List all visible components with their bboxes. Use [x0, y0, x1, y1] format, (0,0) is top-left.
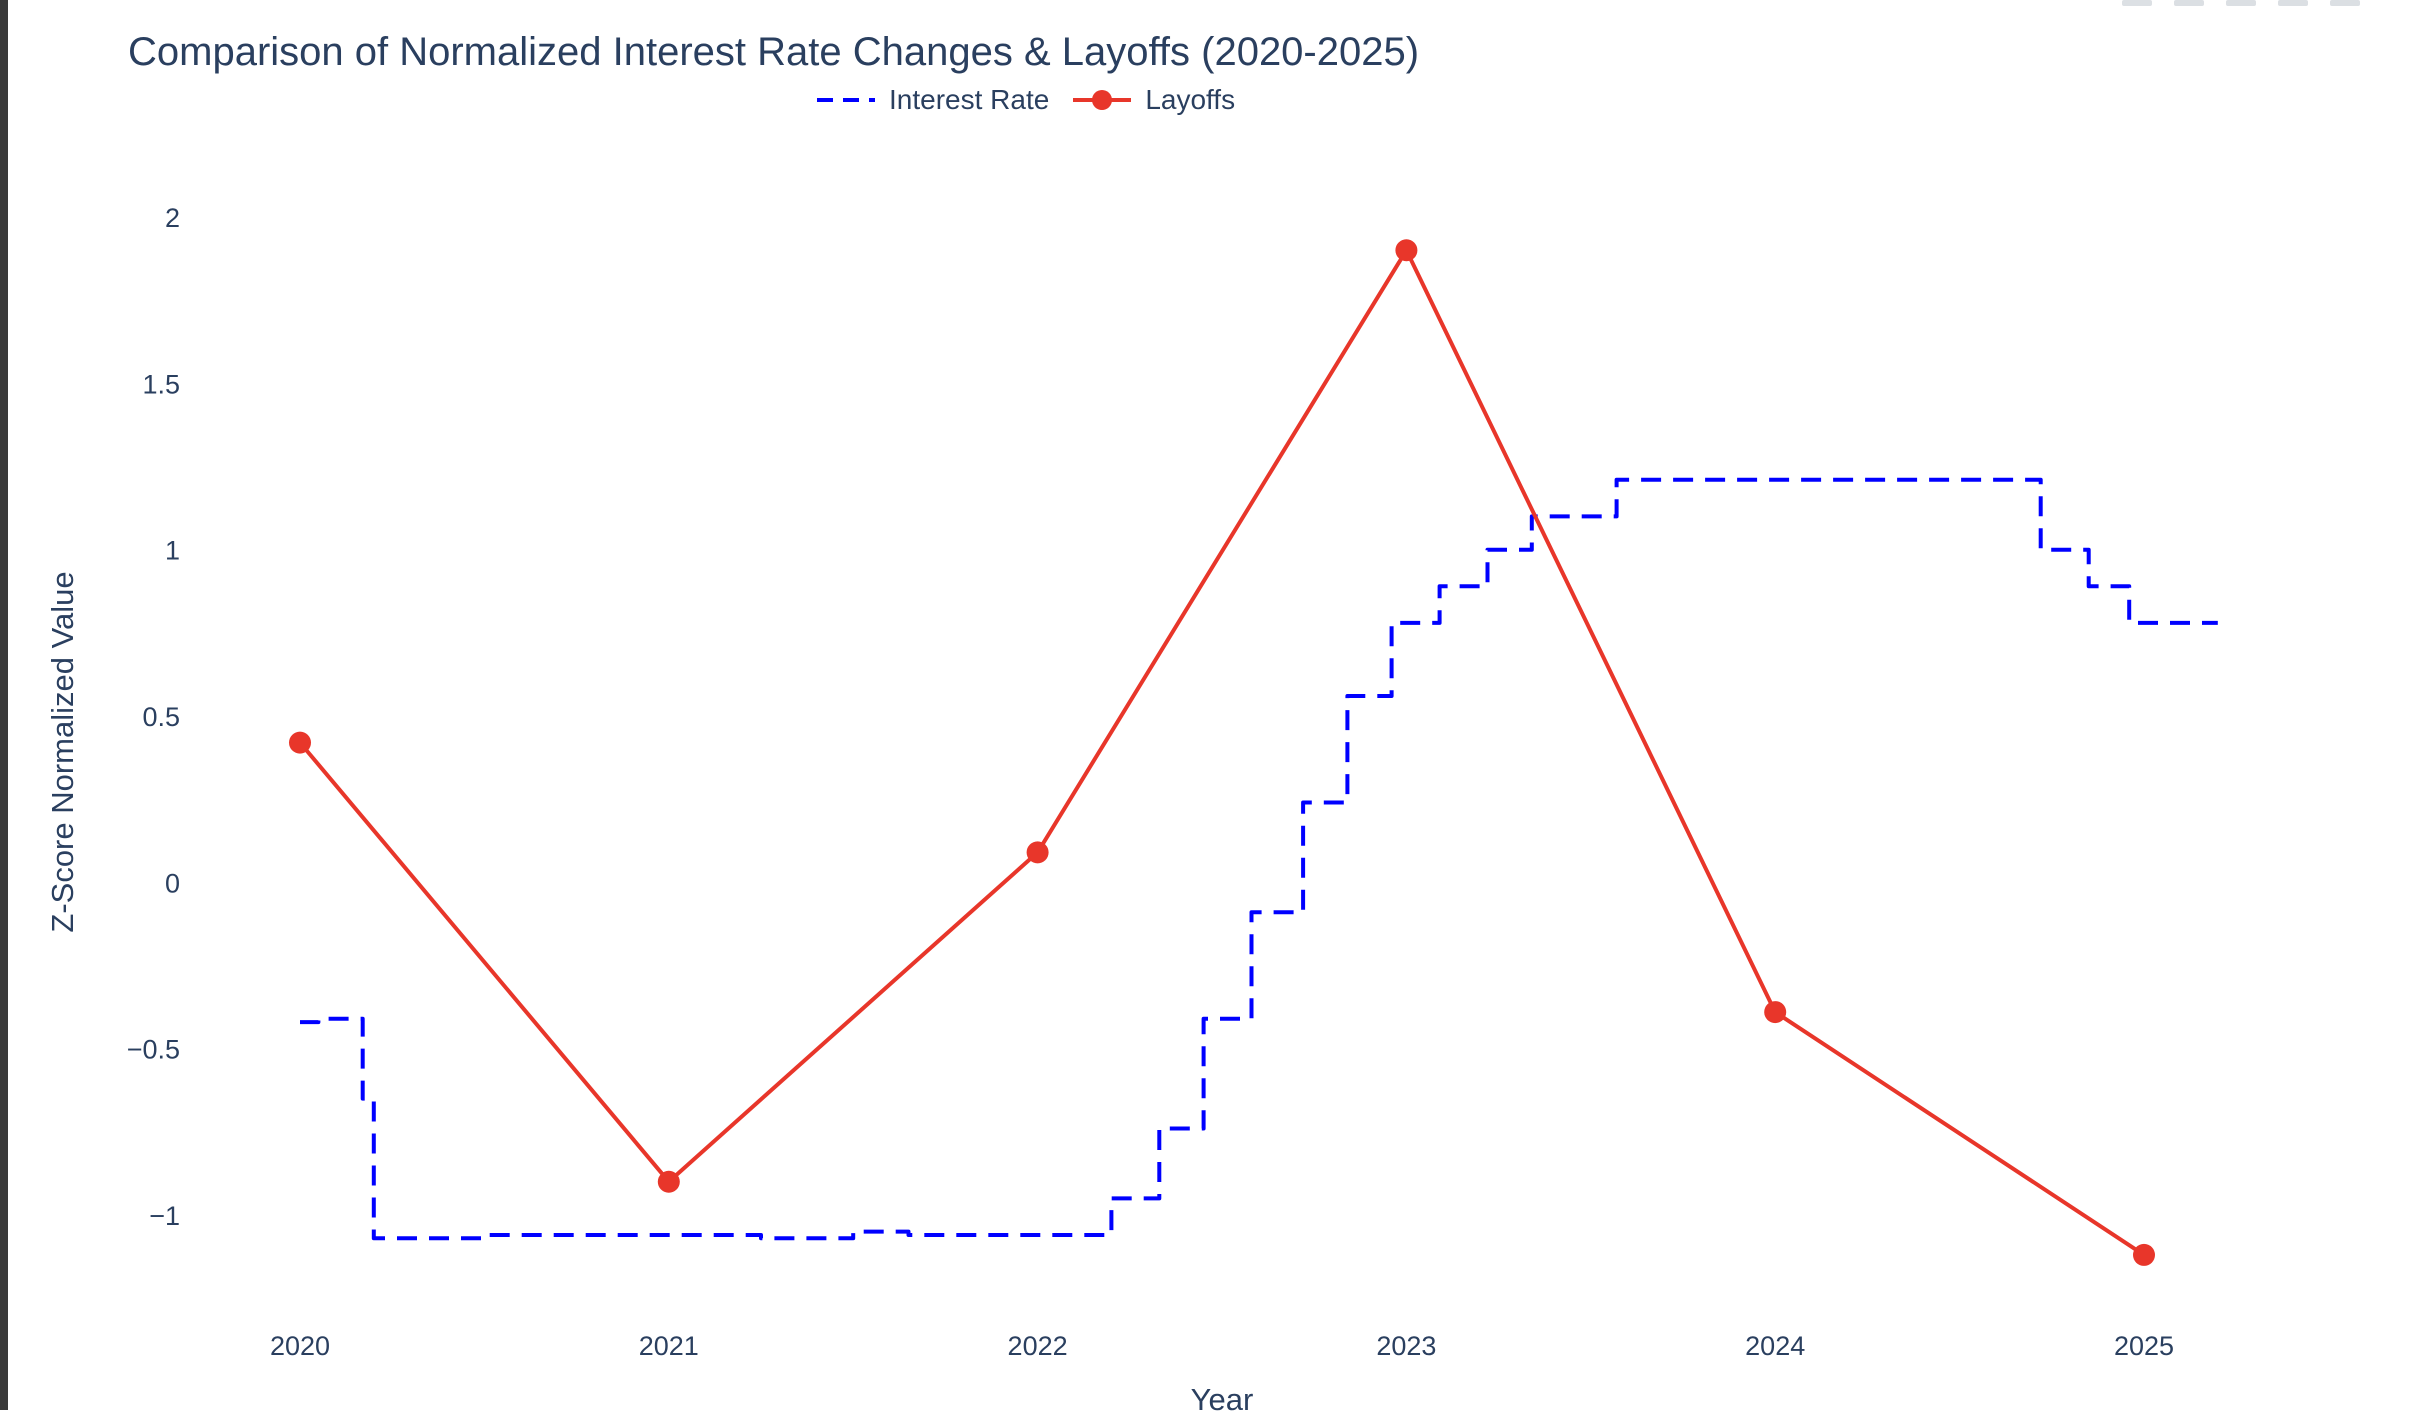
y-tick-label: 1	[165, 536, 180, 566]
data-point-layoffs[interactable]	[289, 731, 311, 754]
legend-label-layoffs: Layoffs	[1145, 84, 1236, 115]
legend-label-interest-rate: Interest Rate	[889, 84, 1050, 115]
data-point-layoffs[interactable]	[657, 1170, 680, 1193]
x-tick-labels: 2020 2021 2022 2023 2024 2025	[270, 1331, 2174, 1361]
y-tick-label: 0	[165, 868, 180, 898]
y-tick-labels: −1 −0.5 0 0.5 1 1.5 2	[127, 203, 180, 1231]
legend-swatch-interest-rate	[817, 98, 875, 102]
data-point-layoffs[interactable]	[1395, 239, 1418, 262]
data-point-layoffs[interactable]	[1764, 1001, 1787, 1024]
reset-axes-icon[interactable]	[2330, 0, 2360, 6]
y-tick-label: 2	[165, 203, 180, 233]
autoscale-icon[interactable]	[2278, 0, 2308, 6]
data-point-layoffs[interactable]	[2133, 1243, 2155, 1266]
legend-item-layoffs[interactable]: Layoffs	[1071, 84, 1235, 116]
y-tick-label: −0.5	[127, 1035, 180, 1065]
legend-item-interest-rate[interactable]: Interest Rate	[815, 84, 1049, 116]
y-tick-label: −1	[149, 1201, 180, 1231]
x-tick-label: 2021	[639, 1331, 699, 1361]
chart-title: Comparison of Normalized Interest Rate C…	[128, 30, 1420, 74]
x-tick-label: 2023	[1376, 1331, 1436, 1361]
legend[interactable]: Interest Rate Layoffs	[815, 80, 1257, 120]
y-tick-label: 0.5	[142, 702, 180, 732]
chart-toolbar[interactable]	[2122, 0, 2360, 6]
legend-swatch-layoffs	[1073, 90, 1132, 110]
zoom-icon[interactable]	[2174, 0, 2204, 6]
data-point-layoffs[interactable]	[1026, 841, 1049, 864]
camera-icon[interactable]	[2122, 0, 2152, 6]
series-line-layoffs[interactable]	[298, 248, 2146, 1257]
series-layer	[289, 239, 2218, 1266]
x-tick-label: 2024	[1745, 1331, 1805, 1361]
window-edge	[0, 0, 8, 1410]
series-line-interest-rate[interactable]	[300, 477, 2218, 1241]
pan-icon[interactable]	[2226, 0, 2256, 6]
x-tick-label: 2025	[2114, 1331, 2174, 1361]
y-tick-label: 1.5	[142, 369, 180, 399]
x-tick-label: 2020	[270, 1331, 330, 1361]
x-tick-label: 2022	[1008, 1331, 1068, 1361]
